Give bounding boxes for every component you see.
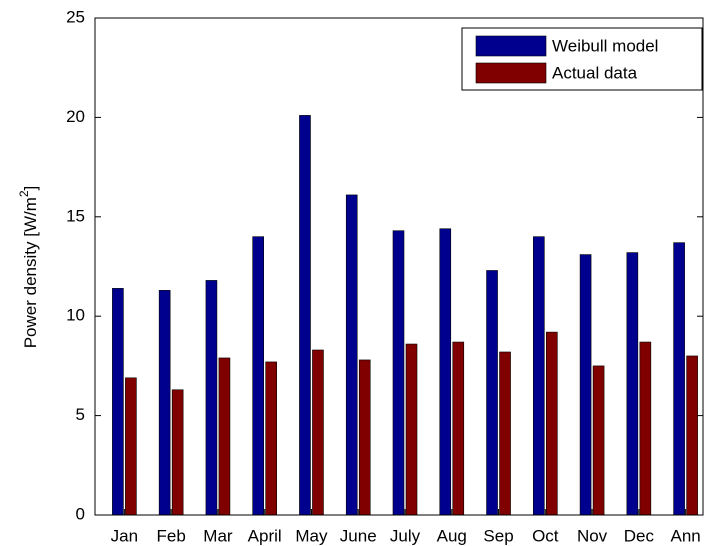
bar	[452, 341, 465, 516]
x-tick-label: Ann	[670, 526, 700, 545]
bar	[639, 341, 652, 516]
y-tick-label: 0	[76, 504, 85, 523]
x-tick-label: July	[390, 526, 421, 545]
x-tick-label: Sep	[483, 526, 513, 545]
legend-swatch	[475, 35, 547, 57]
bar	[486, 270, 498, 516]
bar	[299, 115, 311, 516]
x-tick-label: Jan	[111, 526, 138, 545]
legend-swatch	[475, 62, 547, 84]
bar	[171, 389, 184, 516]
bar	[592, 365, 605, 516]
legend-label: Weibull model	[552, 36, 658, 55]
x-tick-label: Oct	[532, 526, 559, 545]
x-tick-label: June	[340, 526, 377, 545]
bar	[218, 357, 231, 516]
x-tick-label: May	[295, 526, 328, 545]
axes-box	[94, 17, 704, 516]
bar	[626, 252, 639, 516]
bar	[112, 288, 124, 516]
bar	[358, 359, 371, 516]
y-tick-label: 10	[66, 306, 85, 325]
bar	[205, 280, 218, 516]
x-tick-label: Nov	[577, 526, 608, 545]
x-tick-label: Dec	[624, 526, 655, 545]
y-axis-label: Power density [W/m2]	[17, 186, 40, 349]
bar	[499, 351, 511, 516]
bar	[392, 230, 405, 516]
bar	[345, 194, 358, 516]
legend-label: Actual data	[552, 63, 638, 82]
bar	[125, 377, 137, 516]
bar	[265, 361, 277, 516]
bar	[546, 331, 558, 516]
bar	[312, 349, 324, 516]
y-tick-label: 20	[66, 107, 85, 126]
y-tick-label: 25	[66, 7, 85, 26]
y-tick-label: 15	[66, 206, 85, 225]
bar	[405, 343, 418, 516]
bar	[533, 236, 545, 516]
bar	[439, 228, 452, 516]
bar	[673, 242, 685, 516]
bar	[686, 355, 698, 516]
x-tick-label: Aug	[437, 526, 467, 545]
y-tick-label: 5	[76, 405, 85, 424]
bar	[158, 290, 171, 516]
bar	[579, 254, 592, 516]
x-tick-label: Mar	[203, 526, 233, 545]
x-tick-label: April	[248, 526, 282, 545]
x-tick-label: Feb	[157, 526, 186, 545]
bar	[252, 236, 264, 516]
